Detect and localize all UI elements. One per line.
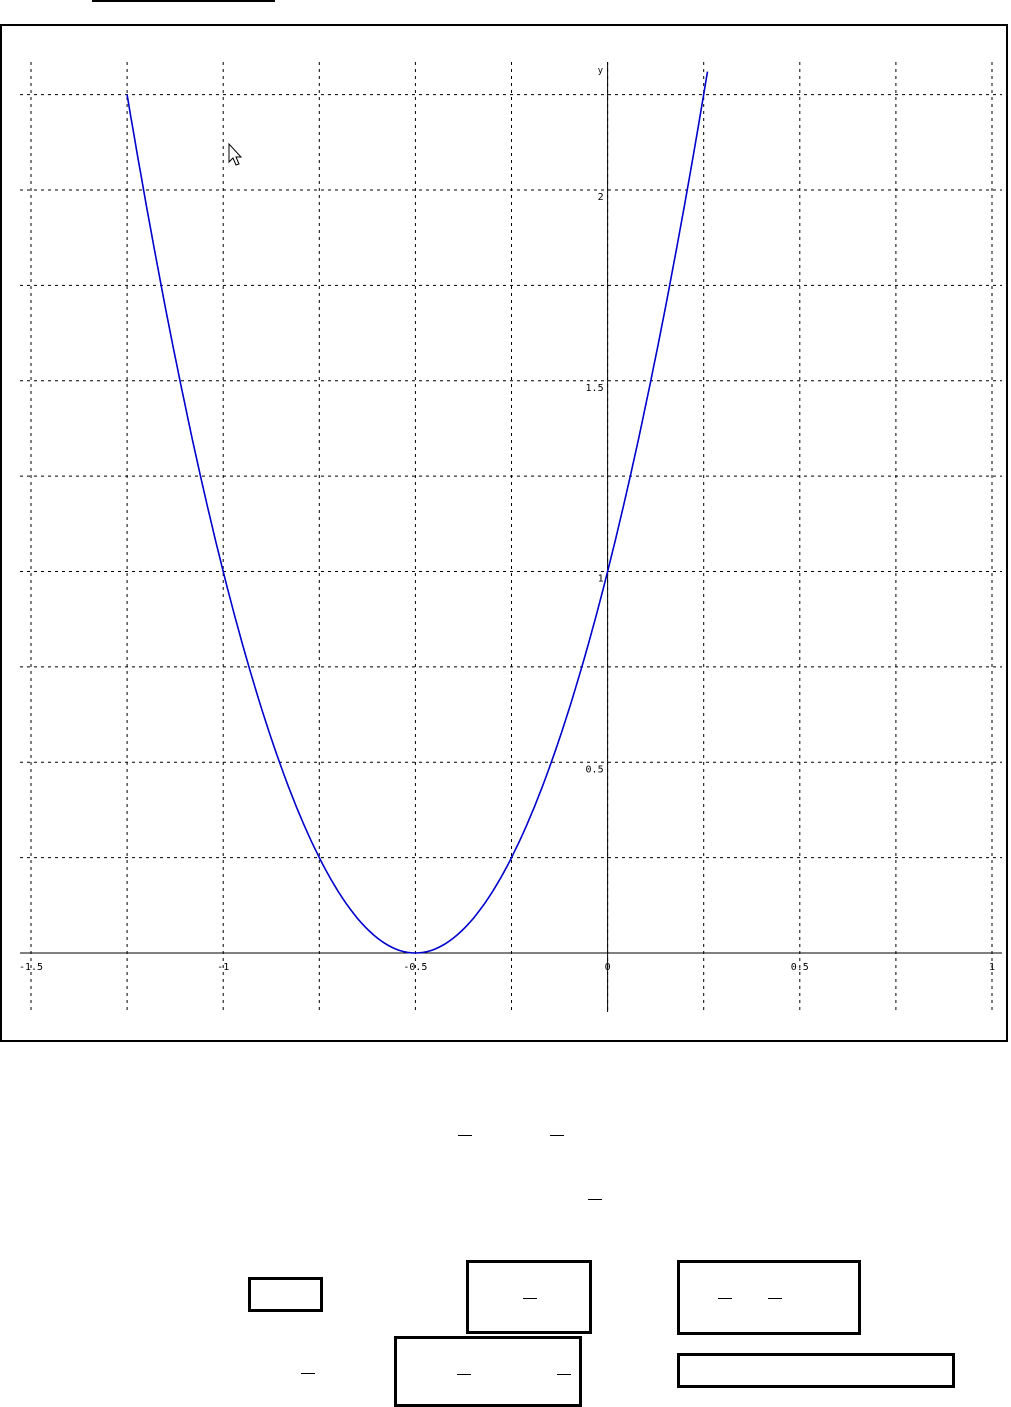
fraction-bar	[301, 1373, 315, 1374]
axes	[20, 62, 1002, 1012]
top-rule	[92, 0, 275, 2]
parabola-chart: y -1.5 -1 -0.5 0 0.5 1 0.5 1 1.5 2	[19, 62, 1002, 1012]
answer-box-1	[248, 1277, 323, 1312]
series-line-0	[126, 71, 709, 954]
grid-lines	[20, 62, 1002, 1012]
x-tick-label: -1	[217, 962, 229, 973]
y-tick-label: 2	[598, 192, 604, 203]
fraction-bar	[588, 1199, 602, 1200]
cursor-icon	[228, 142, 243, 166]
y-axis-label: y	[598, 66, 604, 76]
answer-box-4	[394, 1336, 582, 1407]
tick-labels: y -1.5 -1 -0.5 0 0.5 1 0.5 1 1.5 2	[19, 66, 995, 973]
graph-frame: y -1.5 -1 -0.5 0 0.5 1 0.5 1 1.5 2	[0, 24, 1008, 1042]
answer-box-3	[677, 1260, 861, 1335]
x-tick-label: 1	[989, 962, 995, 973]
fraction-bar	[458, 1135, 472, 1136]
y-tick-label: 1.5	[586, 383, 604, 394]
y-tick-label: 0.5	[586, 764, 604, 775]
answer-box-5	[677, 1353, 955, 1388]
answer-box-2	[466, 1260, 592, 1334]
fraction-bar	[550, 1135, 564, 1136]
x-tick-label: -0.5	[403, 962, 427, 973]
x-tick-label: 0	[605, 962, 611, 973]
series-lines	[126, 71, 709, 954]
x-tick-label: -1.5	[19, 962, 43, 973]
x-tick-label: 0.5	[791, 962, 809, 973]
y-tick-label: 1	[598, 574, 604, 585]
